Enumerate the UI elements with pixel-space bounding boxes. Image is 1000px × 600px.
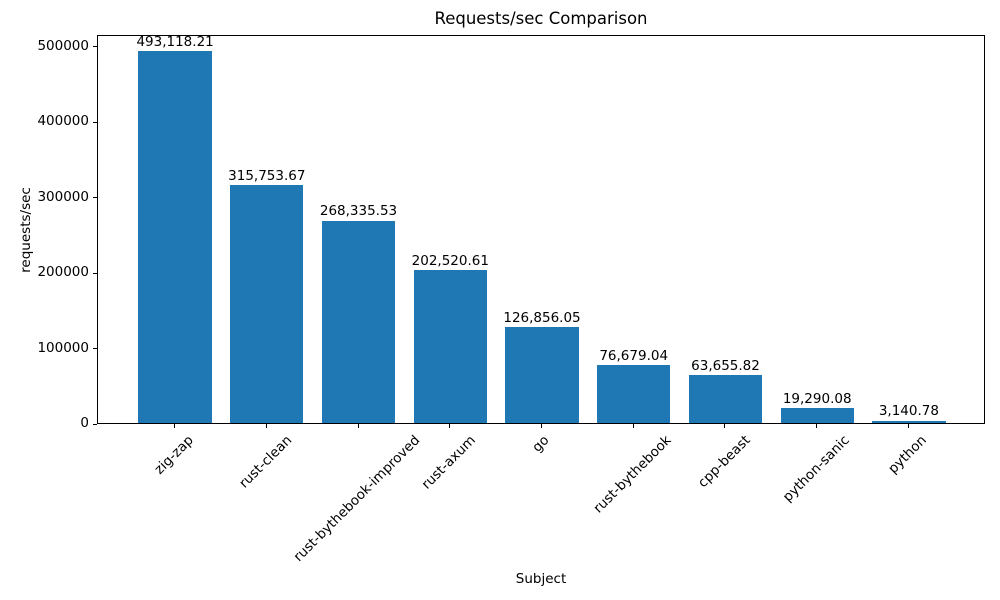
x-tick-mark xyxy=(724,424,725,428)
y-tick-label: 200000 xyxy=(37,264,89,280)
x-tick-label-cpp-beast: cpp-beast xyxy=(694,432,754,491)
bar-value-label: 76,679.04 xyxy=(599,348,669,365)
x-tick-label-go: go xyxy=(528,432,553,456)
bar-rust-clean xyxy=(230,184,304,423)
x-tick-label-python-sanic: python-sanic xyxy=(779,432,853,506)
x-tick-mark xyxy=(633,424,634,428)
bar-value-label: 268,335.53 xyxy=(319,203,398,220)
bar-rust-bythebook xyxy=(597,365,671,423)
y-tick-mark xyxy=(93,46,97,47)
bar-zig-zap xyxy=(138,51,212,423)
y-tick-mark xyxy=(93,197,97,198)
y-tick-label: 0 xyxy=(80,415,89,431)
x-tick-label-python: python xyxy=(885,432,931,478)
y-tick-mark xyxy=(93,122,97,123)
plot-area: 493,118.21 315,753.67 268,335.53 202,520.61… xyxy=(97,35,985,424)
x-tick-mark xyxy=(908,424,909,428)
bar-python-sanic xyxy=(780,408,854,423)
bar-value-label: 3,140.78 xyxy=(878,403,939,420)
bar-value-label: 19,290.08 xyxy=(782,391,852,408)
y-tick-label: 100000 xyxy=(37,340,89,356)
x-tick-label-rust-bythebook-improved: rust-bythebook-improved xyxy=(290,432,424,565)
y-tick-label: 500000 xyxy=(37,38,89,54)
y-tick-label: 300000 xyxy=(37,189,89,205)
bar-go xyxy=(505,327,579,423)
y-tick-mark xyxy=(93,348,97,349)
x-tick-mark xyxy=(449,424,450,428)
bar-rust-axum xyxy=(413,270,487,423)
x-tick-label-zig-zap: zig-zap xyxy=(151,432,197,478)
bar-value-label: 493,118.21 xyxy=(136,33,214,50)
y-tick-mark xyxy=(93,273,97,274)
x-tick-mark xyxy=(816,424,817,428)
x-axis-label: Subject xyxy=(515,571,567,587)
chart-title: Requests/sec Comparison xyxy=(434,9,648,28)
y-tick-mark xyxy=(93,424,97,425)
x-tick-mark xyxy=(266,424,267,428)
bar-value-label: 202,520.61 xyxy=(411,253,489,270)
x-tick-label-rust-axum: rust-axum xyxy=(418,432,480,493)
y-tick-label: 400000 xyxy=(37,113,89,129)
bar-cpp-beast xyxy=(688,375,763,423)
bar-value-label: 315,753.67 xyxy=(228,167,306,184)
bar-python xyxy=(872,420,946,423)
x-tick-label-rust-clean: rust-clean xyxy=(235,432,295,492)
bar-value-label: 63,655.82 xyxy=(691,357,760,374)
x-tick-mark xyxy=(541,424,542,428)
bar-value-label: 126,856.05 xyxy=(503,310,581,327)
x-tick-mark xyxy=(358,424,359,428)
x-tick-mark xyxy=(174,424,175,428)
bar-rust-bythebook-improved xyxy=(321,220,396,423)
x-tick-label-rust-bythebook: rust-bythebook xyxy=(590,432,675,517)
